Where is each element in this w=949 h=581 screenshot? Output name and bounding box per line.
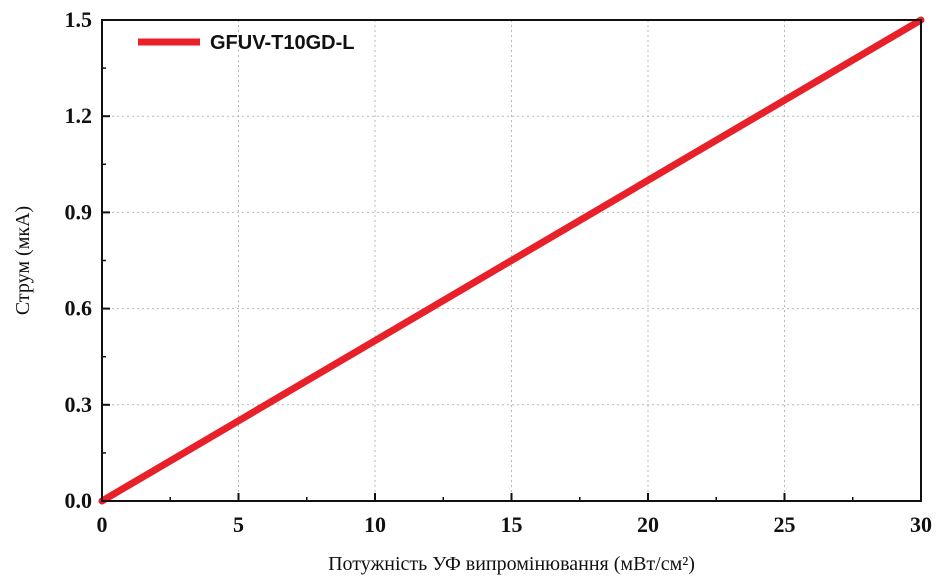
y-tick-label: 0.6	[65, 296, 93, 321]
series-line	[98, 16, 925, 505]
x-tick-label: 5	[233, 512, 244, 537]
legend: GFUV-T10GD-L	[138, 32, 354, 54]
y-tick-label: 1.5	[65, 7, 93, 32]
x-tick-label: 15	[501, 512, 523, 537]
y-tick-label: 0.3	[65, 392, 93, 417]
x-tick-label: 0	[97, 512, 108, 537]
y-tick-label: 0.9	[65, 199, 93, 224]
series-layer	[98, 16, 925, 505]
legend-label: GFUV-T10GD-L	[210, 32, 354, 54]
y-axis-title: Струм (мкА)	[12, 206, 34, 315]
x-tick-label: 10	[364, 512, 386, 537]
x-tick-label: 25	[774, 512, 796, 537]
x-tick-label: 20	[637, 512, 659, 537]
y-axis-ticks: 0.0 0.3 0.6 0.9 1.2 1.5	[65, 7, 110, 513]
y-tick-label: 1.2	[65, 103, 93, 128]
x-tick-label: 30	[910, 512, 932, 537]
y-tick-label: 0.0	[65, 488, 93, 513]
x-axis-ticks: 0 5 10 15 20 25 30	[97, 493, 932, 537]
x-axis-title: Потужність УФ випромінювання (мВт/см²)	[328, 553, 695, 575]
